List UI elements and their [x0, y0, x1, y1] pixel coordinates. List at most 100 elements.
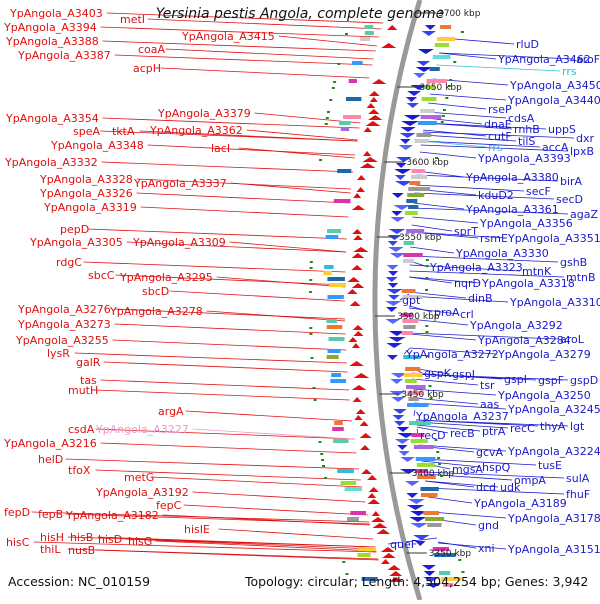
gene-label: YpAngola_A3255 [15, 334, 109, 347]
forward-feature [353, 247, 369, 252]
forward-feature [370, 517, 386, 522]
gene-label: gspF [538, 374, 564, 387]
reverse-feature [409, 517, 427, 522]
leader-line [115, 274, 346, 286]
gene-label: lysR [47, 347, 70, 360]
gene-label: lacI [211, 142, 230, 155]
reverse-feature [390, 217, 405, 222]
leader-line [95, 428, 355, 440]
forward-feature [347, 277, 360, 282]
leader-line [165, 48, 374, 60]
gene-label: cutF [488, 130, 512, 143]
gene-label: agaZ [570, 208, 598, 221]
reverse-feature [391, 211, 403, 216]
gene-label: dinB [468, 292, 493, 305]
gene-label: metI [120, 13, 145, 26]
cog-block [415, 457, 436, 461]
gene-label: metG [124, 471, 154, 484]
leader-line [97, 536, 376, 548]
cog-block [333, 199, 351, 203]
rna-dot [425, 259, 429, 261]
cog-block [352, 61, 363, 65]
gene-label: dxr [576, 132, 594, 145]
cog-block [427, 523, 442, 527]
gene-label: YpAngola_A3326 [39, 187, 133, 200]
cog-block [334, 421, 343, 425]
gene-label: gspI [504, 373, 527, 386]
leader-line [429, 93, 507, 101]
gene-label: YpAngola_A3189 [473, 497, 567, 510]
rna-dot [329, 99, 333, 101]
forward-feature [352, 397, 362, 402]
gene-label: YpAngola_A3224 [507, 445, 600, 458]
reverse-feature [406, 103, 419, 108]
gene-label: sbcC [88, 269, 115, 282]
gene-label: fepC [156, 499, 182, 512]
gene-label: YpAngola_A3305 [29, 236, 123, 249]
leader-line [100, 26, 380, 38]
gene-label: speA [73, 125, 100, 138]
cog-block [343, 115, 362, 119]
gene-label: sprT [454, 225, 478, 238]
leader-line [101, 161, 354, 173]
rna-dot [321, 459, 325, 461]
gene-label: YpAngola_A3462 [497, 53, 591, 66]
kbp-label: 3450 kbp [401, 390, 444, 400]
cog-block [410, 175, 428, 179]
leader-line [140, 206, 349, 218]
gene-label: recC [510, 422, 535, 435]
gene-label: YpAngola_A3332 [4, 156, 98, 169]
forward-feature [351, 343, 360, 348]
gene-label: gspD [570, 374, 598, 387]
forward-feature [387, 565, 401, 570]
leader-line [230, 182, 351, 194]
cog-block [403, 253, 423, 257]
leader-line [95, 549, 379, 561]
forward-feature [371, 79, 387, 84]
gene-label: YpAngola_A3394 [3, 21, 97, 34]
reverse-feature [388, 247, 404, 252]
rna-dot [442, 109, 446, 111]
reverse-feature [401, 121, 419, 126]
reverse-feature [394, 175, 406, 180]
cog-block [420, 115, 442, 119]
gene-label: YpAngola_A3276 [17, 303, 111, 316]
reverse-feature [425, 583, 442, 588]
reverse-feature [393, 205, 411, 210]
reverse-feature [414, 541, 426, 546]
forward-feature [352, 229, 363, 234]
cog-block [401, 313, 413, 317]
cog-block [417, 121, 437, 125]
reverse-feature [394, 439, 410, 444]
cog-block [436, 37, 456, 41]
gene-label: YpAngola_A3272 [405, 348, 499, 361]
rna-dot [325, 117, 329, 119]
cog-block [407, 391, 423, 395]
kbp-label: 3550 kbp [399, 233, 442, 243]
rna-dot [313, 399, 317, 401]
cog-block [325, 235, 339, 239]
leader-line [409, 276, 481, 284]
gene-label: queF [390, 538, 417, 551]
cog-block [357, 553, 371, 557]
rna-dot [324, 477, 328, 479]
cog-block [415, 469, 428, 473]
reverse-feature [391, 397, 405, 402]
gene-label: aroL [560, 333, 585, 346]
leader-line [409, 333, 477, 341]
cog-block [359, 37, 371, 41]
rna-dot [318, 441, 322, 443]
gene-label: uppS [548, 123, 576, 136]
cog-block [420, 487, 439, 491]
rna-dot [441, 115, 445, 117]
gene-label: YpAngola_A3319 [43, 201, 137, 214]
rna-dot [312, 387, 316, 389]
leader-line [155, 540, 377, 552]
forward-feature [367, 475, 378, 480]
leader-line [136, 192, 350, 204]
leader-line [408, 305, 433, 313]
gene-label: secF [526, 185, 551, 198]
gene-label: YpAngola_A3450 [509, 79, 600, 92]
gene-label: rdgC [56, 256, 82, 269]
